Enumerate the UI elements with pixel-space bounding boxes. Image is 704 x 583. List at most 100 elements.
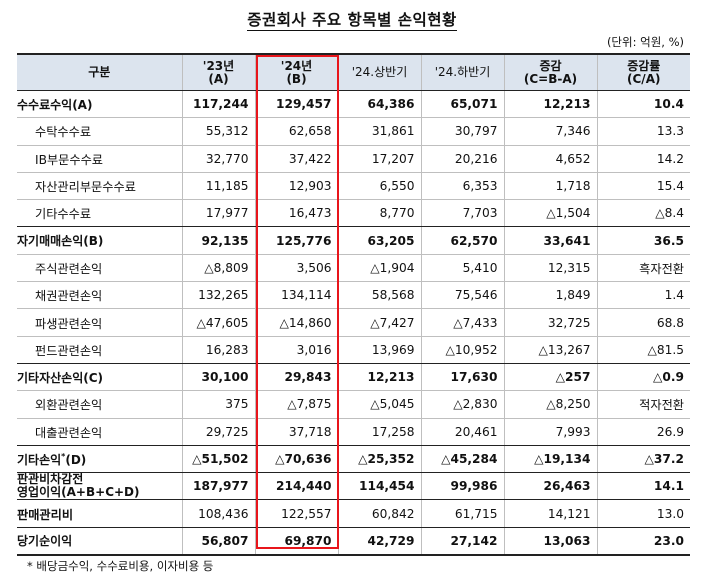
cell-h2: 61,715 [421,499,505,528]
row-label: 기타수수료 [17,199,183,228]
cell-2024: △14,860 [255,308,339,337]
cell-rate: △8.4 [597,199,690,228]
cell-2023: 11,185 [182,172,256,201]
cell-2023: 92,135 [182,226,256,255]
row-label: IB부문수수료 [17,145,183,173]
document-title-text: 증권회사 주요 항목별 손익현황 [247,11,457,31]
cell-h1: 8,770 [338,199,422,228]
cell-h2: 99,986 [421,472,505,501]
cell-2023: 117,244 [182,90,256,119]
cell-change: 32,725 [504,308,598,337]
cell-h1: 60,842 [338,499,422,528]
cell-rate: 흑자전환 [597,254,690,283]
cell-2024: 122,557 [255,499,339,528]
cell-2023: 16,283 [182,336,256,364]
cell-h1: 42,729 [338,527,422,557]
row-label: 기타손익*(D) [17,445,183,474]
cell-2024: 12,903 [255,172,339,201]
table-row: IB부문수수료 32,770 37,422 17,207 20,216 4,65… [17,145,690,173]
cell-2024: 29,843 [255,363,339,392]
cell-2023: 375 [182,390,256,419]
cell-h1: 114,454 [338,472,422,501]
cell-change: 12,315 [504,254,598,283]
cell-h1: △7,427 [338,308,422,337]
row-label: 수수료수익(A) [17,90,183,119]
table-row: 채권관련손익 132,265 134,114 58,568 75,546 1,8… [17,281,690,310]
cell-h1: 63,205 [338,226,422,255]
cell-2024: 69,870 [255,527,339,557]
row-label: 펀드관련손익 [17,336,183,364]
cell-h2: 17,630 [421,363,505,392]
cell-rate: 14.2 [597,145,690,173]
cell-change: 7,993 [504,418,598,446]
cell-h2: 27,142 [421,527,505,557]
cell-change: 1,718 [504,172,598,201]
cell-2023: 55,312 [182,117,256,146]
cell-change: 7,346 [504,117,598,146]
cell-2024: 3,016 [255,336,339,364]
table-row: 판매관리비 108,436 122,557 60,842 61,715 14,1… [17,499,690,528]
cell-change: △1,504 [504,199,598,228]
cell-h2: △45,284 [421,445,505,474]
cell-2024: 134,114 [255,281,339,310]
cell-2024: 16,473 [255,199,339,228]
cell-2023: 17,977 [182,199,256,228]
cell-2023: 32,770 [182,145,256,173]
cell-h2: △2,830 [421,390,505,419]
cell-h1: △1,904 [338,254,422,283]
cell-h2: 5,410 [421,254,505,283]
cell-h2: 75,546 [421,281,505,310]
table-row: 파생관련손익 △47,605 △14,860 △7,427 △7,433 32,… [17,308,690,337]
footnote: * 배당금수익, 수수료비용, 이자비용 등 [27,559,214,573]
cell-h1: 6,550 [338,172,422,201]
row-label: 수탁수수료 [17,117,183,146]
cell-rate: 36.5 [597,226,690,255]
cell-2023: 132,265 [182,281,256,310]
cell-h1: △5,045 [338,390,422,419]
cell-h1: 64,386 [338,90,422,119]
table-row: 기타수수료 17,977 16,473 8,770 7,703 △1,504 △… [17,199,690,228]
cell-2024: △70,636 [255,445,339,474]
table-row: 주식관련손익 △8,809 3,506 △1,904 5,410 12,315 … [17,254,690,283]
cell-change: 1,849 [504,281,598,310]
cell-rate: 68.8 [597,308,690,337]
table-row: 판관비차감전 영업이익(A+B+C+D) 187,977 214,440 114,… [17,472,690,501]
table-row: 대출관련손익 29,725 37,718 17,258 20,461 7,993… [17,418,690,446]
cell-2023: △8,809 [182,254,256,283]
cell-h1: 17,258 [338,418,422,446]
header-change-rate: 증감률 (C/A) [597,53,690,91]
cell-rate: △37.2 [597,445,690,474]
cell-change: 33,641 [504,226,598,255]
unit-note: (단위: 억원, %) [606,35,684,49]
cell-h1: 12,213 [338,363,422,392]
cell-change: 4,652 [504,145,598,173]
cell-h1: 17,207 [338,145,422,173]
cell-rate: 적자전환 [597,390,690,419]
cell-2024: 37,422 [255,145,339,173]
table-row: 펀드관련손익 16,283 3,016 13,969 △10,952 △13,2… [17,336,690,364]
row-label: 판매관리비 [17,499,183,528]
table-header-row: 구분 '23년 (A) '24년 (B) '24.상반기 '24.하반기 증감 (C=… [17,53,690,91]
cell-change: 12,213 [504,90,598,119]
header-2024: '24년 (B) [255,53,339,91]
cell-2024: 3,506 [255,254,339,283]
cell-change: △19,134 [504,445,598,474]
table-row: 당기순이익 56,807 69,870 42,729 27,142 13,063… [17,527,690,557]
cell-h2: △7,433 [421,308,505,337]
cell-h1: 13,969 [338,336,422,364]
row-label: 주식관련손익 [17,254,183,283]
cell-h2: 20,461 [421,418,505,446]
cell-2024: 62,658 [255,117,339,146]
cell-h2: 7,703 [421,199,505,228]
cell-rate: 26.9 [597,418,690,446]
cell-rate: 15.4 [597,172,690,201]
cell-rate: 14.1 [597,472,690,501]
row-label: 자기매매손익(B) [17,226,183,255]
row-label: 당기순이익 [17,527,183,557]
document-title: 증권회사 주요 항목별 손익현황 [0,8,704,31]
row-label: 채권관련손익 [17,281,183,310]
table-row: 자기매매손익(B) 92,135 125,776 63,205 62,570 3… [17,226,690,255]
cell-rate: △81.5 [597,336,690,364]
cell-change: 13,063 [504,527,598,557]
cell-2023: △47,605 [182,308,256,337]
